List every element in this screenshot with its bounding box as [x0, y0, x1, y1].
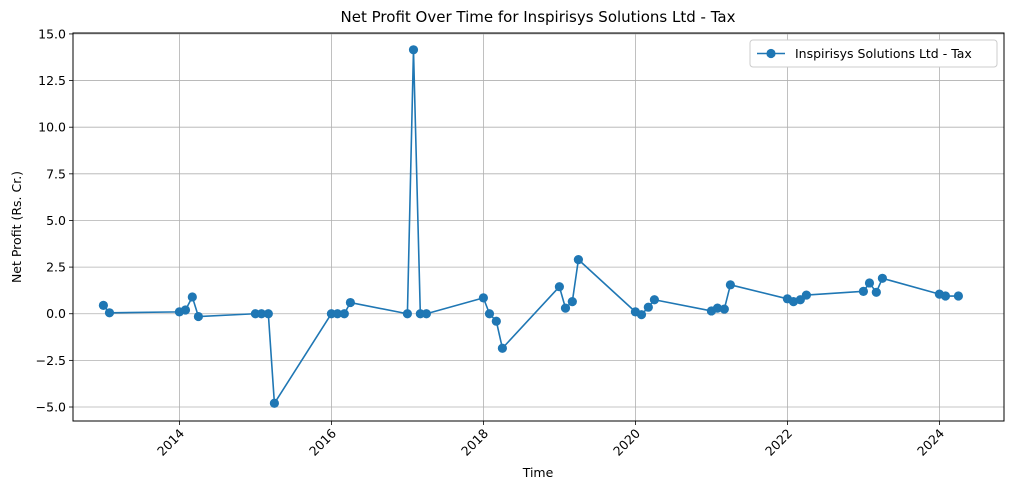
data-point	[180, 305, 191, 315]
data-point	[573, 255, 584, 265]
data-point	[256, 309, 267, 319]
data-point	[421, 309, 431, 319]
data-point	[484, 309, 495, 319]
data-point	[408, 45, 419, 55]
data-point	[719, 304, 729, 314]
data-point	[940, 291, 951, 301]
data-point	[864, 278, 875, 288]
y-tick-label: 12.5	[38, 73, 66, 88]
data-point	[345, 297, 355, 308]
data-point	[491, 316, 501, 326]
legend-marker	[766, 48, 776, 59]
legend-box	[749, 39, 998, 68]
y-axis-title: Net Profit (Rs. Cr.)	[9, 171, 24, 283]
data-point	[877, 273, 888, 283]
y-tick-label: 15.0	[38, 26, 66, 41]
y-tick-label: 2.5	[46, 260, 66, 275]
data-point	[871, 287, 881, 297]
data-point	[478, 293, 488, 303]
data-point	[104, 308, 115, 318]
data-point	[567, 297, 577, 307]
data-point	[187, 292, 197, 302]
data-point	[649, 295, 660, 305]
data-point	[725, 280, 736, 290]
data-point	[332, 309, 343, 319]
legend-label: Inspirisys Solutions Ltd - Tax	[795, 46, 972, 61]
data-point	[193, 311, 203, 322]
data-point	[554, 282, 565, 292]
grid-lines	[73, 33, 1004, 421]
data-point	[643, 302, 653, 312]
data-point	[98, 300, 108, 310]
data-point	[402, 309, 412, 319]
data-point	[801, 290, 812, 300]
plot-frame	[72, 32, 1005, 422]
legend: Inspirisys Solutions Ltd - Tax	[749, 39, 998, 68]
data-point	[339, 309, 349, 319]
data-point	[953, 291, 964, 301]
data-point	[263, 309, 273, 319]
y-tick-label: −2.5	[36, 353, 66, 368]
y-axis-ticks: −5.0 −2.5 0.0 2.5 5.0 7.5 10.0 12.5 15.0	[36, 26, 73, 415]
y-tick-label: 5.0	[46, 213, 66, 228]
data-point	[712, 303, 723, 313]
data-point	[269, 398, 279, 408]
series-group	[98, 45, 964, 408]
y-tick-label: 0.0	[46, 306, 66, 321]
data-point	[497, 343, 507, 353]
y-tick-label: −5.0	[36, 400, 66, 415]
chart-title: Net Profit Over Time for Inspirisys Solu…	[341, 8, 736, 26]
y-tick-label: 10.0	[38, 120, 66, 135]
data-point	[858, 286, 869, 296]
data-point	[636, 310, 647, 320]
x-axis-title: Time	[522, 465, 554, 480]
data-point	[560, 303, 571, 313]
y-tick-label: 7.5	[46, 166, 66, 181]
